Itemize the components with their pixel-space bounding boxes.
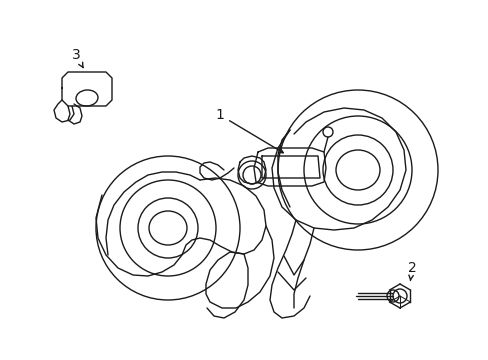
Text: 3: 3 (71, 48, 83, 68)
Text: 2: 2 (407, 261, 415, 280)
Text: 1: 1 (215, 108, 283, 153)
